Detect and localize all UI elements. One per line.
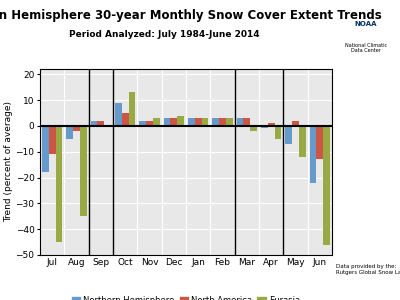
Bar <box>285 126 292 144</box>
Bar <box>80 126 87 216</box>
Y-axis label: Trend (percent of average): Trend (percent of average) <box>4 101 13 223</box>
Bar <box>226 118 233 126</box>
Bar <box>212 118 219 126</box>
Bar <box>261 126 268 128</box>
Bar <box>73 126 80 131</box>
Text: Period Analyzed: July 1984-June 2014: Period Analyzed: July 1984-June 2014 <box>69 30 259 39</box>
Legend: Northern Hemisphere, North America, Eurasia: Northern Hemisphere, North America, Eura… <box>68 292 304 300</box>
Bar <box>292 121 299 126</box>
Bar <box>164 118 170 126</box>
Bar <box>42 126 49 172</box>
Bar <box>153 118 160 126</box>
Bar <box>202 118 208 126</box>
Text: Northern Hemisphere 30-year Monthly Snow Cover Extent Trends: Northern Hemisphere 30-year Monthly Snow… <box>0 9 381 22</box>
Bar <box>49 126 56 154</box>
Bar <box>299 126 306 157</box>
Bar <box>323 126 330 245</box>
Bar <box>115 103 122 126</box>
Bar <box>122 113 128 126</box>
Bar <box>98 121 104 126</box>
Bar <box>195 118 202 126</box>
Bar <box>310 126 316 183</box>
Bar <box>268 123 274 126</box>
Bar <box>274 126 281 139</box>
Bar <box>244 118 250 126</box>
Bar <box>177 116 184 126</box>
Bar <box>66 126 73 139</box>
Bar <box>219 118 226 126</box>
Text: NOAA: NOAA <box>355 21 377 27</box>
Bar <box>139 121 146 126</box>
Bar <box>56 126 62 242</box>
Bar <box>91 121 98 126</box>
Bar <box>250 126 257 131</box>
Bar <box>128 92 135 126</box>
Text: National Climatic
Data Center: National Climatic Data Center <box>345 43 387 53</box>
Bar <box>188 118 195 126</box>
Bar <box>146 121 153 126</box>
Bar <box>316 126 323 159</box>
Bar <box>170 118 177 126</box>
Bar <box>237 118 244 126</box>
Text: Data provided by the:
Rutgers Global Snow Lab: Data provided by the: Rutgers Global Sno… <box>336 264 400 275</box>
